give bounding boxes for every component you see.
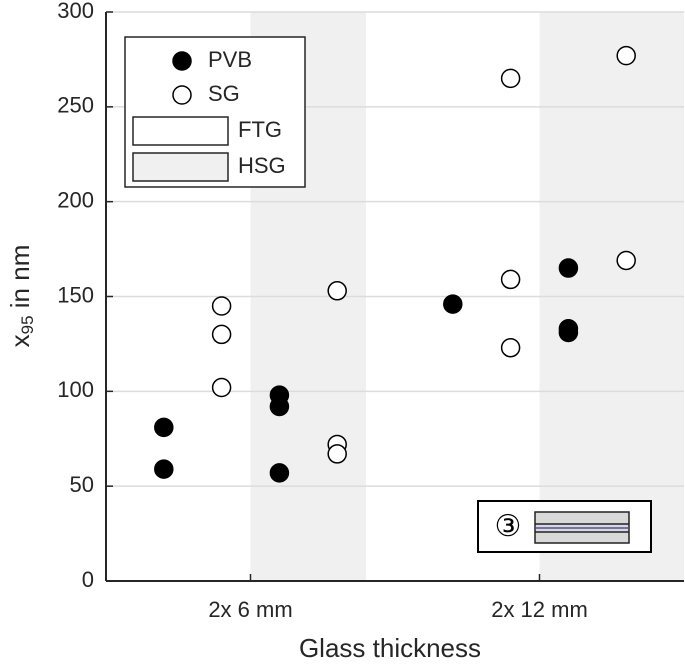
legend-marker — [172, 85, 192, 105]
point — [269, 463, 290, 483]
y-tick-label: 50 — [70, 472, 94, 497]
legend-label: HSG — [238, 153, 286, 178]
point — [443, 294, 463, 314]
point — [211, 324, 232, 345]
y-tick-label: 0 — [82, 567, 94, 592]
y-axis-title: x95 in nm — [5, 245, 38, 348]
point — [500, 337, 521, 358]
point — [327, 281, 347, 301]
point — [154, 417, 174, 438]
legend-marker — [172, 51, 192, 71]
point — [500, 68, 521, 89]
legend-swatch — [132, 152, 229, 182]
x-axis-title: Glass thickness — [299, 633, 481, 663]
inset: ③ — [477, 500, 652, 553]
y-tick-label: 150 — [57, 282, 94, 307]
legend: PVB SG FTG HSG — [124, 36, 306, 188]
point — [616, 250, 636, 271]
y-tick-label: 250 — [57, 93, 94, 118]
point — [558, 258, 579, 278]
y-tick-label: 100 — [57, 377, 94, 402]
legend-label: PVB — [208, 47, 252, 72]
point — [211, 296, 232, 316]
y-axis-title-rest: in nm — [5, 245, 35, 316]
legend-label: FTG — [238, 117, 282, 142]
x-tick-label: 2x 6 mm — [208, 597, 292, 622]
point — [154, 459, 174, 479]
inset-label: ③ — [495, 510, 522, 543]
mark-layer — [154, 45, 636, 483]
point — [616, 45, 636, 66]
y-tick-label: 300 — [57, 0, 94, 23]
x-tick-label: 2x 12 mm — [491, 597, 588, 622]
y-axis-title-sub: 95 — [18, 315, 37, 334]
y-axis-title-main: x — [5, 334, 35, 347]
point — [558, 322, 579, 343]
legend-swatch — [132, 116, 229, 146]
point — [500, 269, 521, 290]
y-tick-label: 200 — [57, 187, 94, 212]
point — [327, 444, 347, 464]
legend-label: SG — [208, 81, 240, 106]
point — [211, 377, 232, 398]
point — [269, 396, 290, 417]
